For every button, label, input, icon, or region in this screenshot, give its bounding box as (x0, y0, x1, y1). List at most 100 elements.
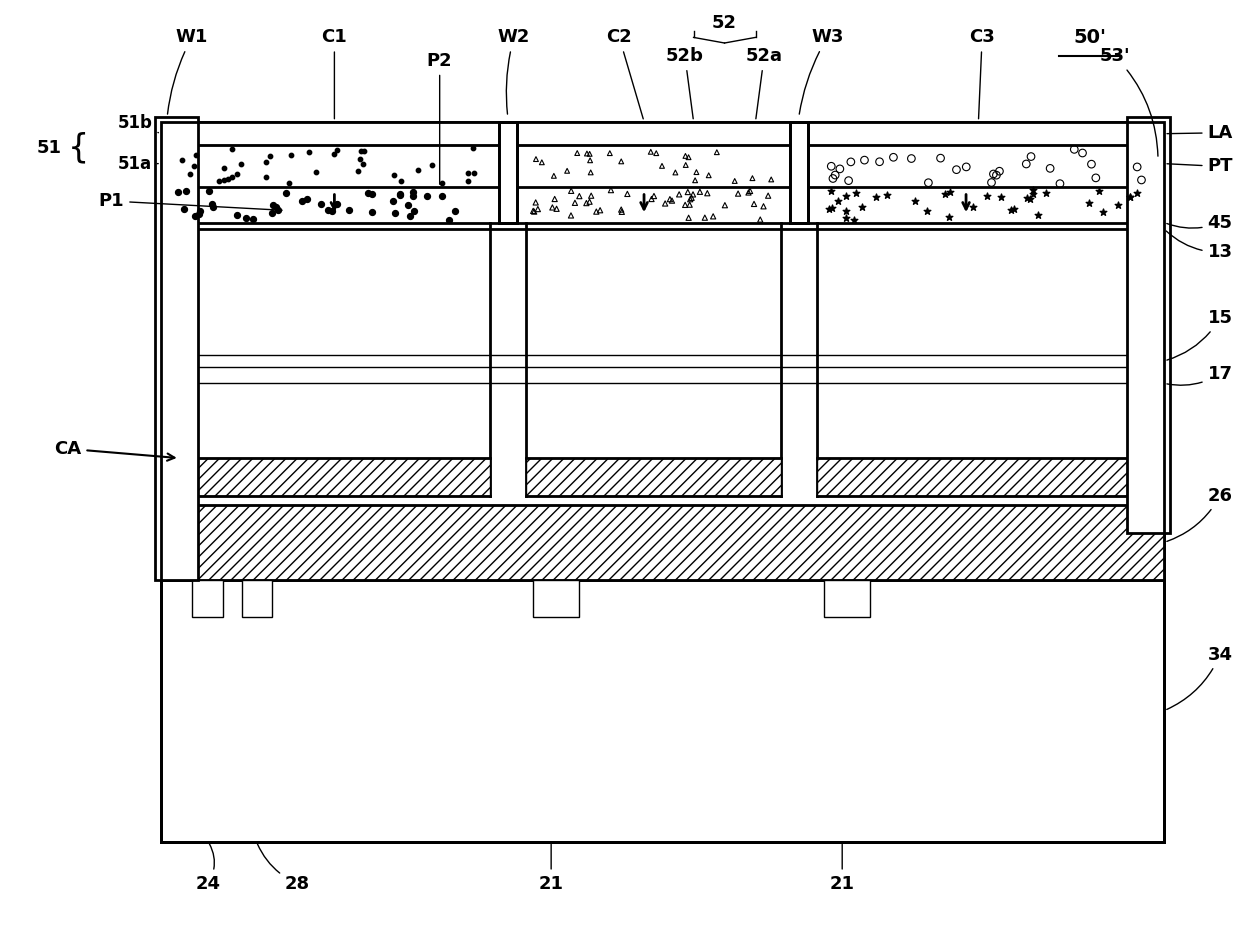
Point (841, 154, 861, 169)
Point (587, 204, 606, 219)
Point (641, 192, 661, 207)
Point (901, 151, 921, 166)
Point (1109, 197, 1128, 212)
Point (680, 197, 699, 212)
Point (681, 192, 701, 207)
Point (404, 204, 424, 219)
Point (744, 196, 764, 211)
Bar (790, 122, 808, 223)
Point (836, 210, 856, 225)
Point (299, 144, 319, 159)
Point (203, 200, 223, 215)
Point (652, 158, 672, 173)
Point (525, 204, 544, 219)
Point (676, 149, 696, 164)
Point (1073, 146, 1092, 161)
Point (826, 167, 846, 182)
Point (728, 186, 748, 201)
Point (662, 194, 682, 209)
Point (990, 164, 1009, 179)
Bar (161, 122, 1164, 145)
Point (655, 196, 675, 211)
Point (828, 194, 848, 209)
Point (544, 168, 564, 183)
Text: 51a: 51a (118, 154, 159, 173)
Point (1021, 149, 1040, 164)
Text: 21: 21 (830, 844, 854, 893)
Point (232, 157, 252, 172)
Point (1120, 190, 1140, 205)
Text: W1: W1 (167, 28, 208, 114)
Point (459, 165, 479, 180)
Point (580, 152, 600, 167)
Point (905, 194, 925, 209)
Point (1127, 160, 1147, 175)
Point (222, 170, 242, 185)
Point (1001, 203, 1021, 218)
Point (743, 171, 763, 186)
Point (277, 185, 296, 200)
Point (703, 209, 723, 223)
Point (268, 203, 288, 218)
Point (186, 209, 206, 223)
Point (565, 195, 585, 210)
Point (362, 205, 382, 220)
Bar (823, 580, 870, 617)
Point (227, 166, 247, 181)
Point (918, 203, 937, 218)
Point (386, 206, 405, 221)
Point (686, 173, 706, 188)
Point (666, 165, 686, 180)
Point (869, 154, 889, 169)
Text: 28: 28 (258, 844, 310, 893)
Point (670, 187, 689, 202)
Point (227, 208, 247, 223)
Point (542, 200, 562, 215)
Bar (817, 458, 1156, 496)
Point (560, 208, 580, 223)
Point (1064, 142, 1084, 157)
Point (962, 200, 982, 215)
Point (190, 204, 210, 219)
Point (1035, 185, 1055, 200)
Text: P1: P1 (99, 192, 281, 210)
Text: W3: W3 (800, 28, 843, 114)
Point (821, 159, 841, 174)
Point (676, 197, 696, 212)
Point (646, 146, 666, 161)
Point (384, 167, 404, 182)
Point (259, 149, 279, 164)
Point (946, 162, 966, 177)
Point (262, 206, 281, 221)
Text: 15: 15 (1167, 309, 1233, 360)
Point (854, 152, 874, 167)
Point (987, 167, 1007, 182)
Point (532, 155, 552, 170)
Point (317, 203, 337, 218)
Point (991, 190, 1011, 205)
Text: 52a: 52a (745, 47, 782, 119)
Point (408, 163, 428, 178)
Point (884, 150, 904, 165)
Point (1120, 189, 1140, 204)
Point (836, 203, 856, 218)
Point (830, 162, 849, 177)
Point (403, 188, 423, 203)
Bar (161, 122, 1164, 842)
Point (355, 143, 374, 158)
Point (1081, 157, 1101, 172)
Point (699, 167, 719, 182)
Point (838, 173, 858, 188)
Point (544, 192, 564, 207)
Point (641, 144, 661, 159)
Point (758, 188, 777, 203)
Point (186, 148, 206, 163)
Text: 13: 13 (1167, 231, 1233, 262)
Point (919, 175, 939, 190)
Point (582, 188, 601, 203)
Point (1127, 185, 1147, 200)
Point (1004, 202, 1024, 217)
Point (1023, 187, 1043, 202)
Point (348, 164, 368, 179)
Point (715, 197, 735, 212)
